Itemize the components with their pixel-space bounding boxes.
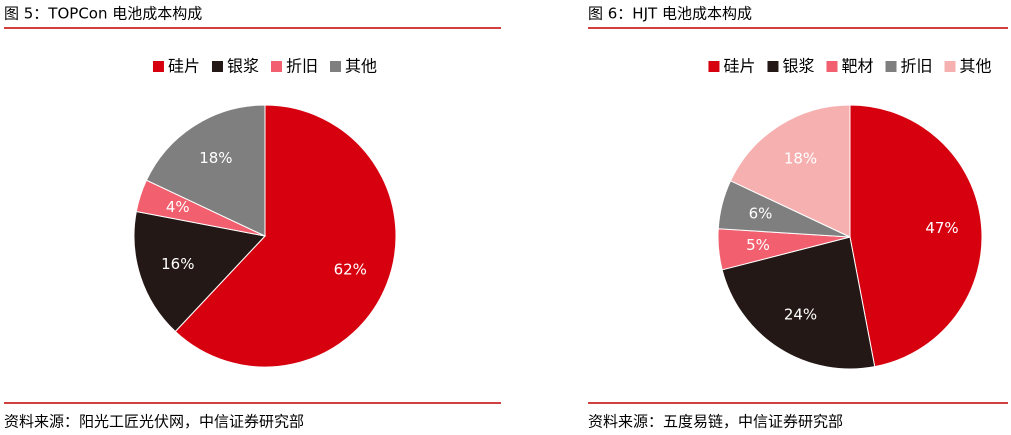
legend-swatch	[330, 61, 342, 72]
legend-swatch	[944, 61, 956, 72]
pie-slice	[133, 210, 266, 333]
legend-label: 硅片	[168, 57, 200, 76]
slice-label: 6%	[749, 205, 773, 223]
legend-label: 折旧	[286, 57, 318, 76]
legend-swatch	[767, 61, 779, 72]
source: 资料来源：五度易链，中信证券研究部	[588, 413, 843, 431]
slice-label: 18%	[199, 149, 232, 167]
pie-slice	[849, 104, 983, 368]
legend-swatch	[152, 61, 164, 72]
pie-slice	[721, 236, 876, 370]
legend-swatch	[885, 61, 897, 72]
legend: 硅片 银浆 折旧 其他	[152, 57, 377, 76]
legend-swatch	[826, 61, 838, 72]
slice-label: 16%	[161, 255, 194, 273]
pie-slice	[174, 104, 397, 368]
legend-label: 靶材	[841, 57, 873, 76]
slice-label: 4%	[166, 198, 190, 216]
slice-label: 24%	[784, 306, 817, 324]
legend-label: 其他	[960, 57, 992, 76]
legend-label: 银浆	[227, 57, 259, 76]
chart-title: 图 6：HJT 电池成本构成	[588, 5, 752, 23]
pie-slice	[729, 104, 851, 238]
legend-label: 其他	[345, 57, 377, 76]
pie-slice	[145, 104, 266, 237]
slice-label: 5%	[746, 236, 770, 254]
legend-label: 银浆	[782, 57, 814, 76]
legend-swatch	[271, 61, 282, 72]
legend-label: 折旧	[901, 57, 933, 76]
slice-label: 18%	[784, 149, 817, 167]
chart-title: 图 5：TOPCon 电池成本构成	[4, 5, 202, 23]
legend: 硅片 银浆 靶材 折旧 其他	[708, 57, 992, 76]
legend-label: 硅片	[723, 57, 755, 76]
source: 资料来源：阳光工匠光伏网，中信证券研究部	[4, 413, 304, 431]
slice-label: 47%	[925, 219, 958, 237]
legend-swatch	[211, 61, 223, 72]
slice-label: 62%	[334, 260, 367, 278]
legend-swatch	[708, 61, 720, 72]
